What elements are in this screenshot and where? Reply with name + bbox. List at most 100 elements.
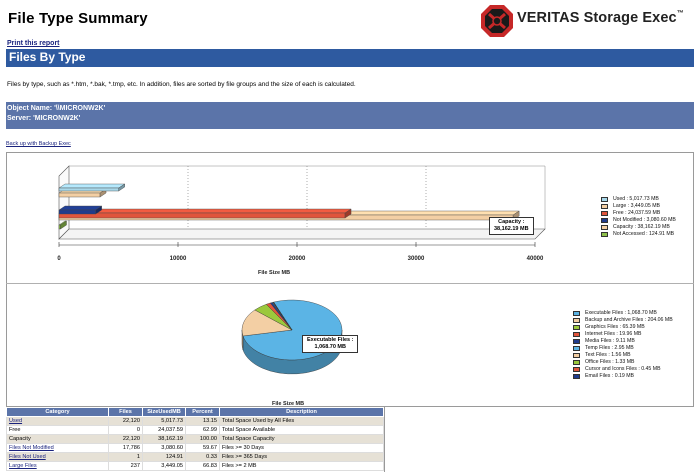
table-row: Free 0 24,037.59 62.99 Total Space Available [6, 425, 384, 435]
legend-swatch [601, 211, 608, 216]
table-side-area [384, 407, 694, 472]
page-title: File Type Summary [8, 10, 148, 27]
pie-legend-item: Media Files : 9.11 MB [573, 338, 673, 345]
legend-swatch [573, 374, 580, 379]
cell-size: 3,449.05 [142, 461, 186, 471]
pie-legend-item: Temp Files : 2.95 MB [573, 345, 673, 352]
pie-legend-item: Internet Files : 19.96 MB [573, 331, 673, 338]
legend-swatch [601, 232, 608, 237]
legend-swatch [573, 339, 580, 344]
table-row: Used 22,120 5,017.73 13.15 Total Space Used … [6, 416, 384, 426]
legend-swatch [573, 353, 580, 358]
cell-description: Files >= 30 Days [219, 443, 384, 453]
bar-callout-line-1: Capacity : [498, 219, 525, 225]
pie-legend-item: Backup and Archive Files : 204.06 MB [573, 317, 673, 324]
table-row: Files Not Used 1 124.91 0.33 Files >= 365 Da… [6, 452, 384, 462]
table-header-row: Category Files SizeUsedMB Percent Descri… [6, 407, 384, 417]
pie-legend-item: Text Files : 1.56 MB [573, 352, 673, 359]
category-link[interactable]: Large Files [9, 463, 37, 469]
legend-label: Large : 3,449.05 MB [613, 203, 661, 209]
bar-chart-tick-label: 20000 [289, 256, 306, 262]
col-header-percent: Percent [185, 407, 220, 417]
pie-legend-item: Graphics Files : 65.39 MB [573, 324, 673, 331]
cell-size: 38,162.19 [142, 434, 186, 444]
cell-category: Capacity [6, 434, 109, 444]
cell-description: Total Space Capacity [219, 434, 384, 444]
col-header-size: SizeUsedMB [142, 407, 186, 417]
cell-percent: 66.83 [185, 461, 220, 471]
legend-swatch [601, 204, 608, 209]
cell-files: 22,120 [108, 434, 143, 444]
table-row: Files Not Modified 17,786 3,080.60 59.67 Fil… [6, 443, 384, 453]
backup-with-backup-exec-link[interactable]: Back up with Backup Exec [6, 141, 71, 147]
bar-legend-item: Not Accessed : 124.91 MB [601, 231, 676, 238]
cell-files: 0 [108, 425, 143, 435]
legend-label: Used : 5,017.73 MB [613, 196, 659, 202]
cell-size: 5,017.73 [142, 416, 186, 426]
trademark-mark: ™ [676, 10, 684, 17]
cell-percent: 62.99 [185, 425, 220, 435]
cell-percent: 13.15 [185, 416, 220, 426]
cell-files: 237 [108, 461, 143, 471]
table-body: Used 22,120 5,017.73 13.15 Total Space Used … [6, 416, 384, 471]
category-link[interactable]: Files Not Used [9, 454, 46, 460]
col-header-description: Description [219, 407, 384, 417]
bar-legend-item: Large : 3,449.05 MB [601, 203, 676, 210]
cell-category: Files Not Modified [6, 443, 109, 453]
bar-chart-tick-label: 30000 [408, 256, 425, 262]
cell-category: Free [6, 425, 109, 435]
legend-label: Executable Files : 1,068.70 MB [585, 310, 657, 316]
pie-chart-x-axis-title: File Size MB [272, 401, 305, 407]
legend-label: Cursor and Icons Files : 0.45 MB [585, 366, 661, 372]
legend-swatch [573, 318, 580, 323]
legend-label: Capacity : 38,162.19 MB [613, 224, 670, 230]
bar-legend-item: Capacity : 38,162.19 MB [601, 224, 676, 231]
pie-legend-item: Email Files : 0.19 MB [573, 373, 673, 380]
category-link[interactable]: Files Not Modified [9, 445, 54, 451]
bar-used [58, 183, 126, 192]
pie-legend-item: Office Files : 1.33 MB [573, 359, 673, 366]
legend-swatch [573, 367, 580, 372]
cell-percent: 100.00 [185, 434, 220, 444]
legend-label: Internet Files : 19.96 MB [585, 331, 642, 337]
legend-label: Backup and Archive Files : 204.06 MB [585, 317, 673, 323]
section-heading: Files By Type [6, 49, 694, 67]
bar-legend-item: Used : 5,017.73 MB [601, 196, 676, 203]
pie-slice-email-files [273, 301, 293, 331]
bar-chart-tick-label: 40000 [527, 256, 544, 262]
bar-callout-line-2: 38,162.19 MB [494, 226, 529, 232]
legend-swatch [601, 225, 608, 230]
cell-files: 22,120 [108, 416, 143, 426]
cell-description: Total Space Used by All Files [219, 416, 384, 426]
cell-category: Used [6, 416, 109, 426]
cell-category: Large Files [6, 461, 109, 471]
category-link[interactable]: Used [9, 418, 23, 424]
legend-label: Graphics Files : 65.39 MB [585, 324, 645, 330]
legend-swatch [601, 218, 608, 223]
pie-chart-legend: Executable Files : 1,068.70 MB Backup and… [573, 310, 673, 380]
col-header-files: Files [108, 407, 143, 417]
legend-label: Email Files : 0.19 MB [585, 373, 635, 379]
legend-swatch [573, 360, 580, 365]
object-info-bar: Object Name: '\\MICRONW2K' Server: 'MICR… [6, 102, 694, 129]
print-report-link[interactable]: Print this report [7, 40, 60, 47]
legend-label: Not Modified : 3,080.60 MB [613, 217, 676, 223]
legend-swatch [601, 197, 608, 202]
legend-swatch [573, 311, 580, 316]
cell-size: 3,080.60 [142, 443, 186, 453]
brand-logo: VERITAS Storage Exec™ [480, 4, 692, 37]
usage-bar-chart: 0 10000 20000 30000 40000 [57, 165, 546, 262]
cell-description: Files >= 365 Days [219, 452, 384, 462]
object-name: Object Name: '\\MICRONW2K' [7, 105, 106, 112]
legend-label: Office Files : 1.33 MB [585, 359, 635, 365]
table-row: Large Files 237 3,449.05 66.83 Files >= 2 MB [6, 461, 384, 471]
bar-chart-floor [58, 228, 546, 240]
legend-swatch [573, 332, 580, 337]
server-name: Server: 'MICRONW2K' [7, 115, 81, 122]
legend-label: Text Files : 1.56 MB [585, 352, 631, 358]
bar-not-accessed [58, 220, 68, 230]
pie-chart-callout: Executable Files : 1,068.70 MB [302, 335, 359, 353]
cell-description: Files >= 2 MB [219, 461, 384, 471]
pie-legend-item: Executable Files : 1,068.70 MB [573, 310, 673, 317]
bar-chart-tick-label: 0 [57, 256, 61, 262]
